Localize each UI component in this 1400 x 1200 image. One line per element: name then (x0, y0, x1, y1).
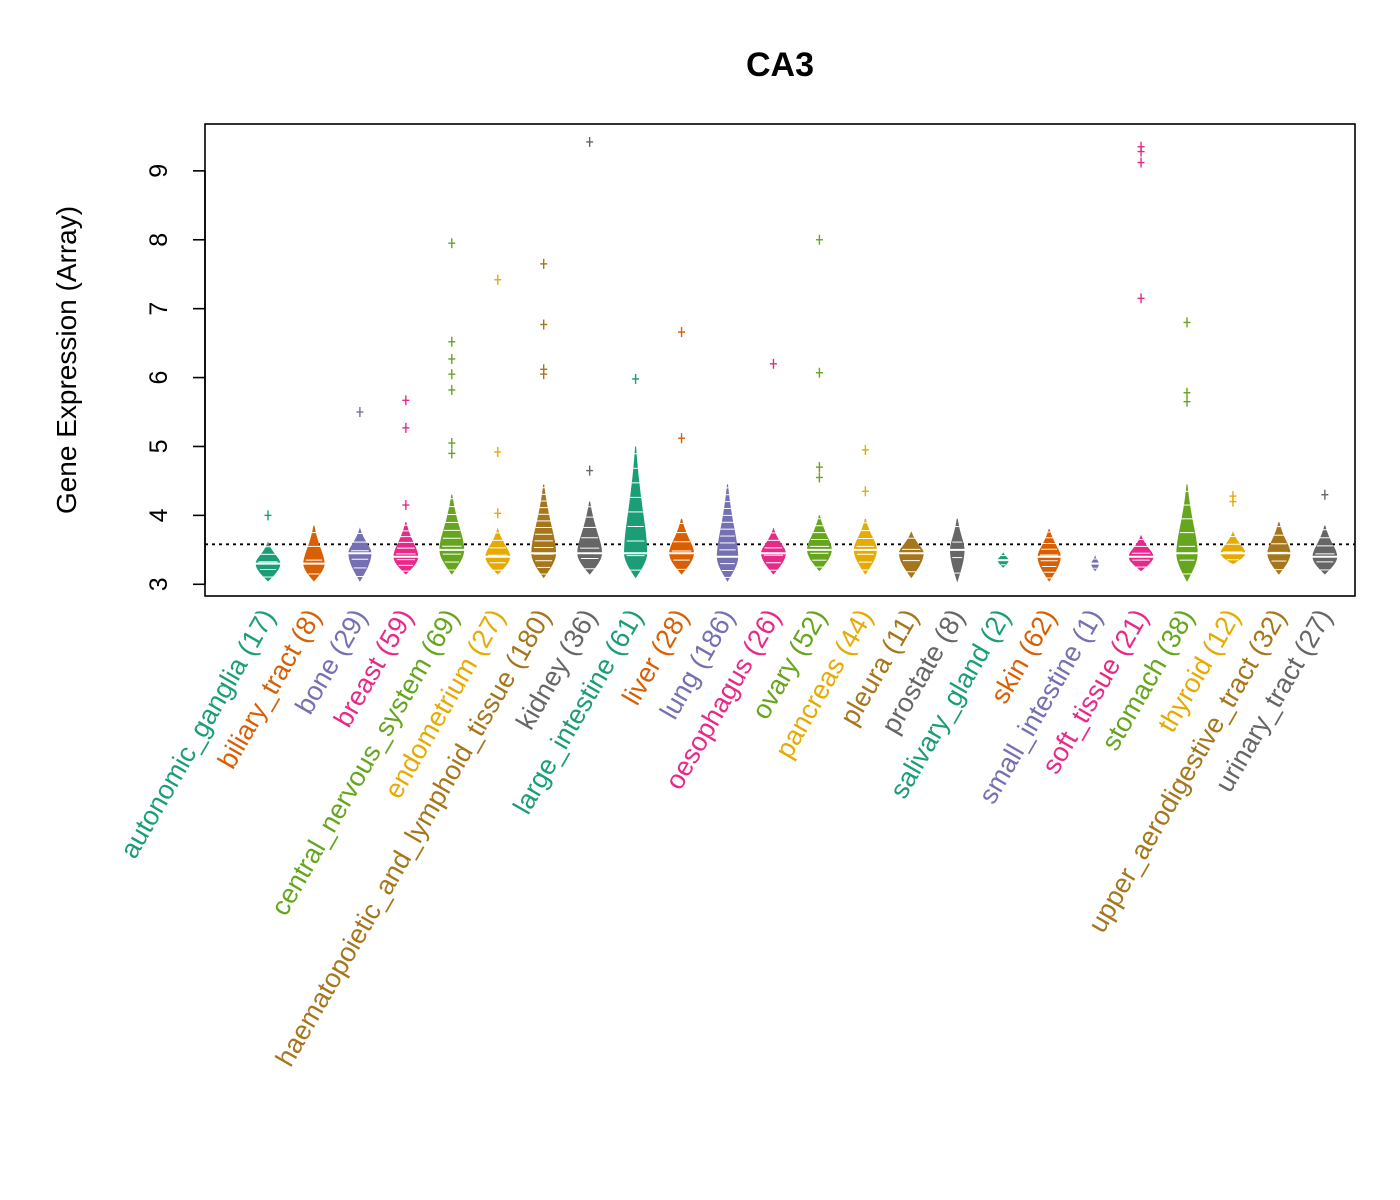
bean-autonomic_ganglia (254, 510, 282, 582)
bean-shape (898, 531, 924, 579)
y-tick-label: 8 (145, 233, 173, 247)
bean-shape (1267, 522, 1291, 575)
outlier-point (861, 486, 869, 497)
bean-biliary_tract (301, 525, 327, 582)
outlier-point (356, 407, 364, 418)
outlier-point (1321, 489, 1329, 500)
outlier-point (448, 448, 456, 459)
outlier-point (494, 508, 502, 519)
outlier-point (540, 258, 548, 269)
bean-lung (715, 484, 740, 582)
bean-oesophagus (759, 358, 788, 575)
bean-shape (348, 527, 372, 582)
y-tick-label: 9 (145, 164, 173, 178)
bean-breast (391, 395, 420, 575)
outlier-point (815, 367, 823, 378)
bean-central_nervous_system (437, 238, 466, 575)
outlier-point (448, 353, 456, 364)
y-tick-label: 3 (145, 577, 173, 591)
y-axis: 3 4 5 6 7 8 9 (145, 164, 206, 591)
bean-shape (531, 484, 557, 579)
y-axis-label: Gene Expression (Array) (51, 206, 82, 514)
outlier-point (448, 384, 456, 395)
outlier-point (1137, 157, 1145, 168)
outlier-point (448, 369, 456, 380)
bean-shape (716, 484, 739, 582)
bean-shape (485, 527, 511, 575)
outlier-point (448, 438, 456, 449)
bean-prostate (948, 518, 967, 583)
bean-shape (303, 525, 325, 582)
outlier-point (1137, 141, 1145, 152)
outlier-point (494, 446, 502, 457)
bean-small_intestine (1089, 555, 1101, 572)
outlier-point (540, 364, 548, 375)
bean-shape (669, 518, 694, 575)
bean-soft_tissue (1127, 141, 1155, 572)
bean-haematopoietic_and_lymphoid_tissue (529, 258, 558, 579)
outlier-point (1183, 387, 1191, 398)
bean-urinary_tract (1310, 489, 1339, 575)
bean-thyroid (1219, 491, 1247, 565)
outlier-point (540, 319, 548, 330)
outlier-point (815, 234, 823, 245)
outlier-point (402, 395, 410, 406)
outlier-point (264, 510, 272, 521)
outlier-point (861, 444, 869, 455)
outlier-point (769, 358, 777, 369)
outlier-point (815, 472, 823, 483)
outlier-point (494, 274, 502, 285)
bean-shape (1220, 531, 1246, 565)
outlier-point (402, 500, 410, 511)
bean-large_intestine (622, 373, 649, 579)
y-tick-label: 7 (145, 302, 173, 316)
chart-title: CA3 (746, 46, 814, 84)
category-labels: autonomic_ganglia (17)biliary_tract (8)b… (114, 604, 1338, 1071)
outlier-point (586, 465, 594, 476)
bean-endometrium (483, 274, 512, 575)
bean-upper_aerodigestive_tract (1265, 522, 1292, 575)
outlier-point (1183, 396, 1191, 407)
bean-kidney (575, 136, 604, 575)
outlier-point (632, 373, 640, 384)
outlier-point (586, 136, 594, 147)
bean-shape (806, 515, 832, 572)
bean-skin (1036, 529, 1063, 582)
bean-shape (1312, 525, 1338, 575)
bean-bone (346, 407, 373, 582)
outlier-point (1229, 491, 1237, 502)
outlier-point (1183, 317, 1191, 328)
bean-ovary (805, 234, 834, 572)
outlier-point (448, 238, 456, 249)
bean-liver (667, 327, 696, 575)
outlier-point (402, 422, 410, 433)
bean-shape (761, 527, 786, 575)
outlier-point (1137, 293, 1145, 304)
outlier-point (678, 327, 686, 338)
outlier-point (815, 462, 823, 473)
bean-salivary_gland (996, 552, 1011, 568)
y-tick-label: 5 (145, 440, 173, 454)
y-tick-label: 4 (145, 508, 173, 522)
bean-pleura (897, 531, 926, 579)
bean-pancreas (852, 444, 879, 575)
outlier-point (448, 336, 456, 347)
bean-stomach (1174, 317, 1200, 582)
outlier-point (678, 433, 686, 444)
y-tick-label: 6 (145, 371, 173, 385)
beans (254, 136, 1339, 583)
